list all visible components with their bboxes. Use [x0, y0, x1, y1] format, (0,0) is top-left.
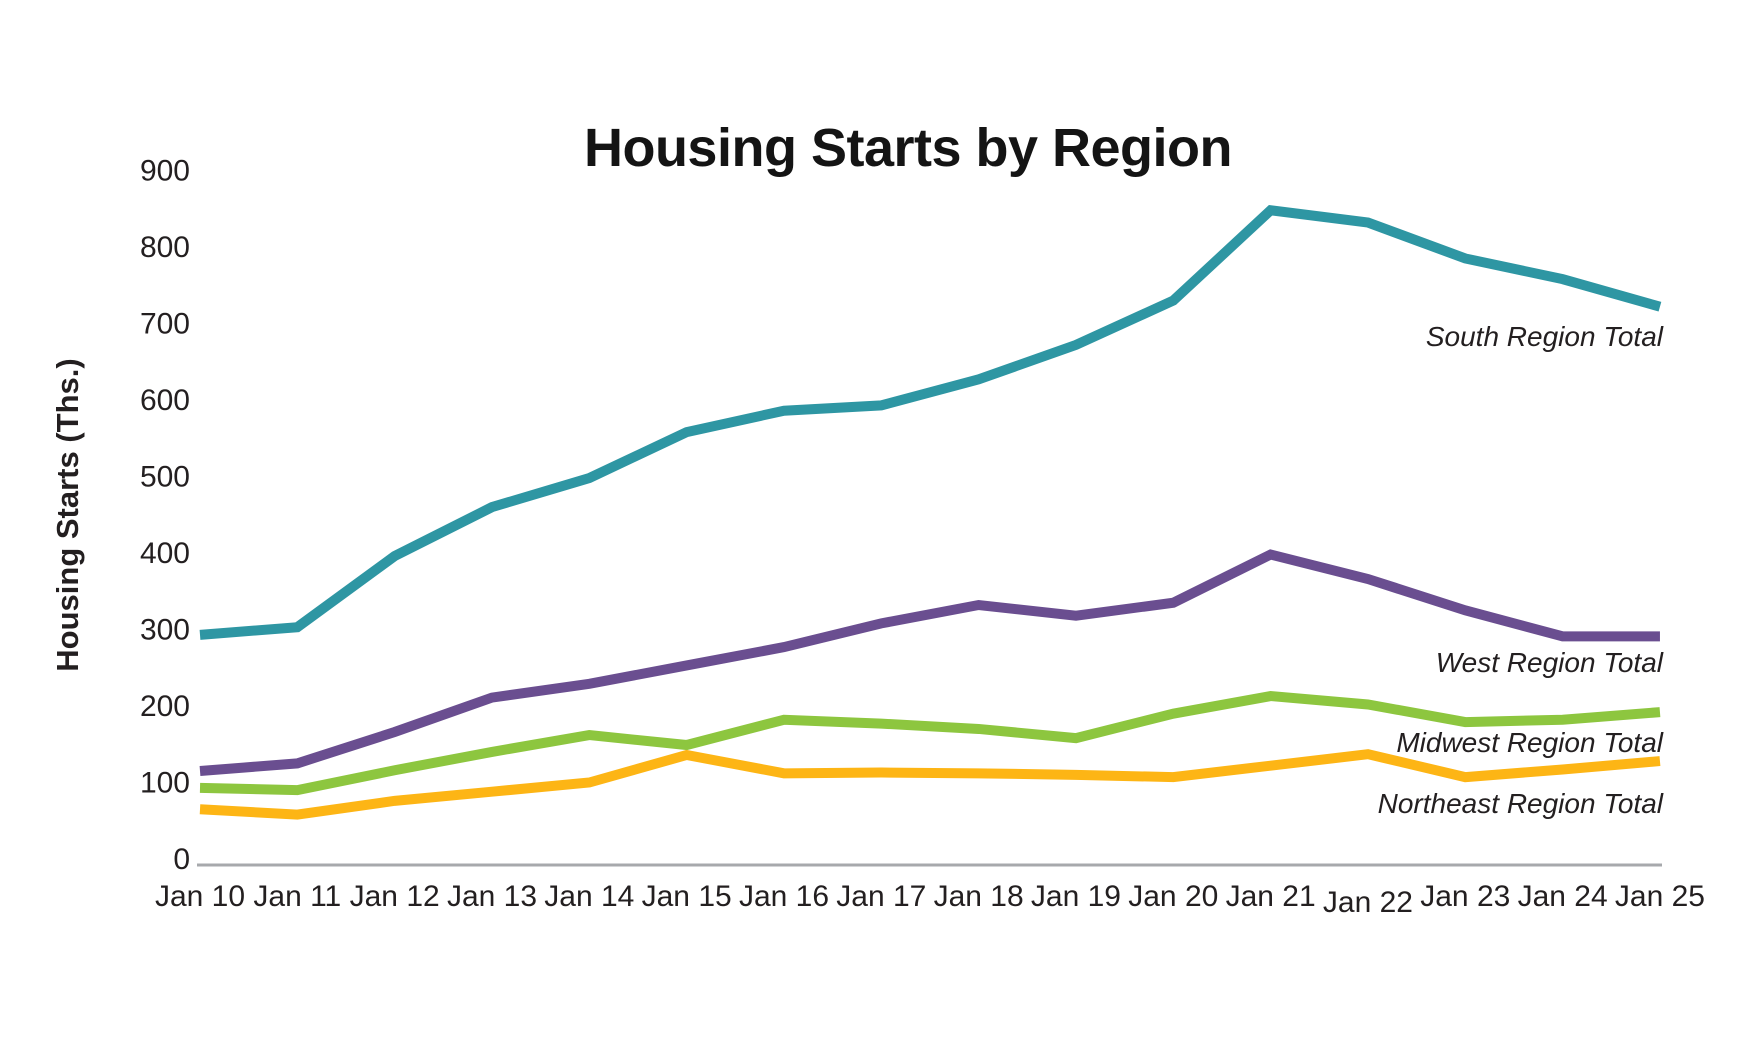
south-region-total-label: South Region Total — [1426, 321, 1664, 352]
x-axis-tick-labels: Jan 10 Jan 11 Jan 12 Jan 13 Jan 14 Jan 15 Jan … — [155, 880, 1705, 919]
x-tick-label-jan-23: Jan 23 — [1420, 880, 1510, 913]
x-tick-label-jan-13: Jan 13 — [447, 880, 537, 913]
x-tick-label-jan-24: Jan 24 — [1518, 880, 1608, 913]
y-tick-label-800: 800 — [140, 231, 190, 264]
chart-title: Housing Starts by Region — [584, 118, 1232, 178]
series-lines — [199, 205, 1662, 820]
y-tick-label-100: 100 — [140, 767, 190, 800]
south-region-total-line — [199, 205, 1662, 640]
x-tick-label-jan-12: Jan 12 — [350, 880, 440, 913]
series-end-labels: South Region Total West Region Total Midwe… — [1378, 321, 1664, 819]
x-tick-label-jan-25: Jan 25 — [1615, 880, 1705, 913]
x-tick-label-jan-20: Jan 20 — [1128, 880, 1218, 913]
y-tick-label-300: 300 — [140, 614, 190, 647]
x-tick-label-jan-21: Jan 21 — [1226, 880, 1316, 913]
x-tick-label-jan-16: Jan 16 — [739, 880, 829, 913]
y-tick-label-500: 500 — [140, 461, 190, 494]
x-tick-label-jan-10: Jan 10 — [155, 880, 245, 913]
west-region-total-label: West Region Total — [1436, 647, 1664, 678]
y-tick-label-200: 200 — [140, 690, 190, 723]
x-tick-label-jan-14: Jan 14 — [544, 880, 634, 913]
y-axis-tick-labels: 0 100 200 300 400 500 600 700 800 900 — [140, 155, 190, 877]
x-tick-label-jan-22: Jan 22 — [1323, 886, 1413, 919]
x-tick-label-jan-19: Jan 19 — [1031, 880, 1121, 913]
midwest-region-total-line — [199, 691, 1661, 796]
northeast-region-total-line — [199, 749, 1661, 820]
y-tick-label-400: 400 — [140, 537, 190, 570]
y-axis-title: Housing Starts (Ths.) — [50, 358, 85, 671]
x-tick-label-jan-17: Jan 17 — [836, 880, 926, 913]
x-tick-label-jan-11: Jan 11 — [253, 880, 341, 913]
y-tick-label-900: 900 — [140, 155, 190, 188]
northeast-region-total-label: Northeast Region Total — [1378, 788, 1664, 819]
x-tick-label-jan-18: Jan 18 — [934, 880, 1024, 913]
y-tick-label-0: 0 — [173, 843, 190, 876]
midwest-region-total-label: Midwest Region Total — [1396, 727, 1663, 758]
x-tick-label-jan-15: Jan 15 — [642, 880, 732, 913]
y-tick-label-700: 700 — [140, 308, 190, 341]
west-region-total-line — [199, 549, 1660, 777]
y-tick-label-600: 600 — [140, 384, 190, 417]
